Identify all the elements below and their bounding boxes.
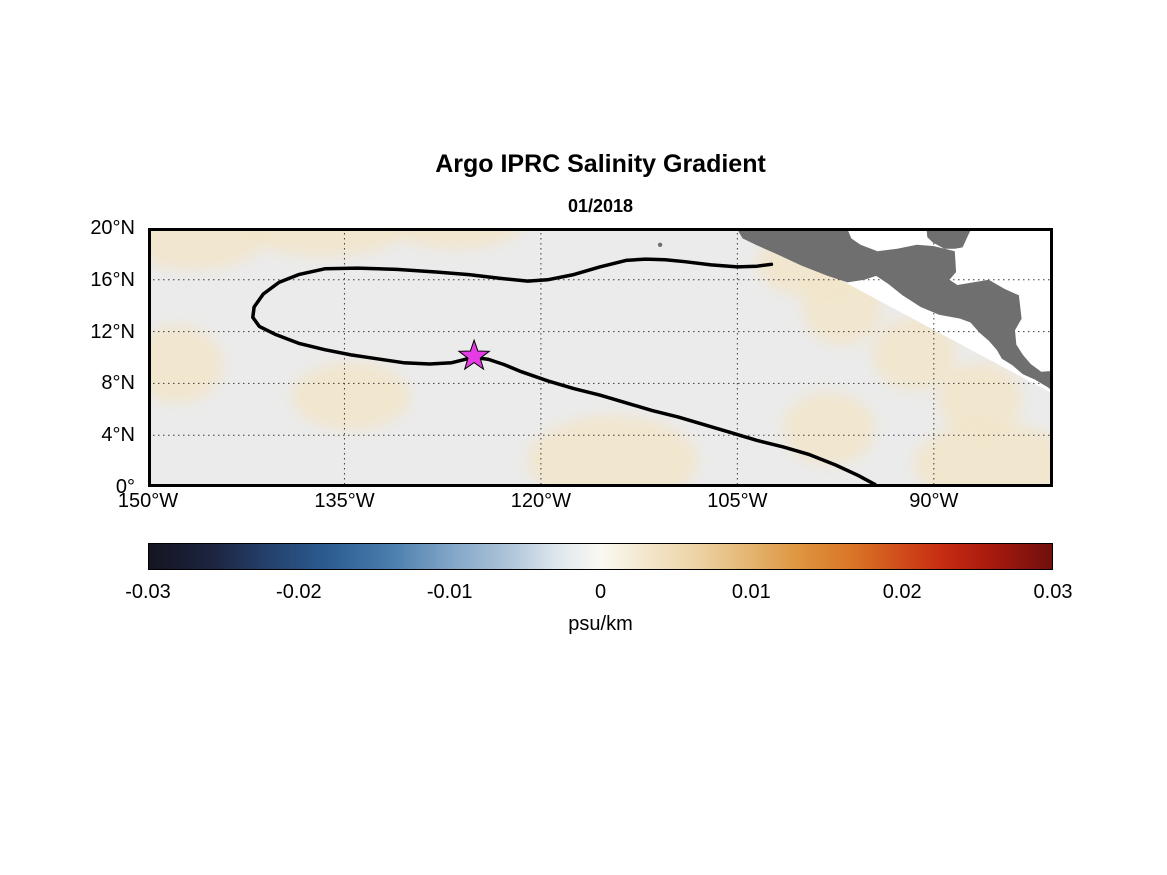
colorbar-unit-label: psu/km xyxy=(568,613,633,635)
gradient-patch xyxy=(246,228,404,257)
gradient-patch xyxy=(914,422,1053,487)
colorbar-tick-labels: -0.03 -0.02 -0.01 0 0.01 0.02 0.03 xyxy=(125,581,1072,607)
chart-title: Argo IPRC Salinity Gradient xyxy=(435,150,766,178)
colorbar-tick-label: 0.01 xyxy=(731,581,771,603)
axes-border xyxy=(148,228,1053,487)
colorbar-tick-label: -0.01 xyxy=(426,581,473,603)
y-tick-label: 4°N xyxy=(101,424,135,447)
gradient-patch xyxy=(783,392,875,465)
gradient-patch xyxy=(527,415,698,487)
star-marker xyxy=(457,338,491,371)
x-tick-label: 90°W xyxy=(909,490,959,512)
x-tick-label: 135°W xyxy=(314,490,375,512)
colorbar-tick-label: 0 xyxy=(594,581,607,603)
grid-lines xyxy=(148,228,1053,487)
x-tick-label: 120°W xyxy=(510,490,572,512)
x-tick-label: 105°W xyxy=(707,490,768,512)
colorbar-tick-label: 0.03 xyxy=(1033,581,1073,603)
zero-contour-line xyxy=(251,257,879,487)
gradient-patch xyxy=(390,228,521,249)
y-axis-tick-labels: 20°N 16°N 12°N 8°N 4°N 0° xyxy=(0,217,141,498)
y-tick-label: 16°N xyxy=(90,268,135,291)
land-mass xyxy=(736,228,1053,392)
chart-subtitle: 01/2018 xyxy=(567,196,634,216)
island xyxy=(657,242,663,247)
map-plot-area xyxy=(148,228,1053,487)
colorbar-tick-label: 0.02 xyxy=(882,581,922,603)
gradient-patch xyxy=(292,362,410,430)
colorbar-tick-label: -0.03 xyxy=(125,581,171,603)
map-layers xyxy=(148,228,1053,487)
y-tick-label: 8°N xyxy=(101,372,135,395)
y-tick-label: 0° xyxy=(115,476,135,498)
salinity-gradient-map xyxy=(148,228,1053,487)
colorbar xyxy=(148,543,1053,570)
land-mass xyxy=(926,228,972,249)
y-tick-label: 20°N xyxy=(90,217,135,239)
gradient-patch xyxy=(937,362,1022,436)
y-tick-label: 12°N xyxy=(90,320,135,343)
x-tick-label: 150°W xyxy=(117,490,179,512)
gradient-patch xyxy=(872,317,957,390)
gradient-patch xyxy=(148,228,266,270)
x-axis-tick-labels: 150°W 135°W 120°W 105°W 90°W xyxy=(118,490,1053,518)
colorbar-tick-label: -0.02 xyxy=(276,581,322,603)
